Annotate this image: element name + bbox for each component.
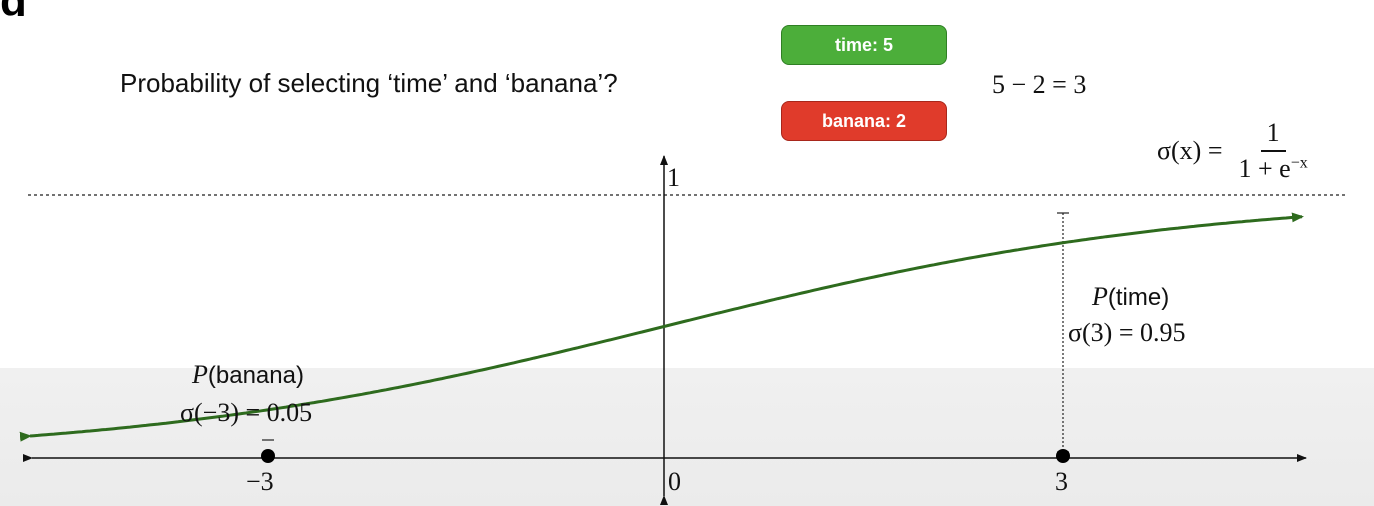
sigmoid-numerator: 1 bbox=[1260, 118, 1286, 152]
sigmoid-fraction: 1 1 + e−x bbox=[1233, 118, 1314, 184]
time-logit-pill: time: 5 bbox=[781, 25, 947, 65]
sigmoid-denominator: 1 + e−x bbox=[1233, 152, 1314, 184]
x-tick-0: 0 bbox=[668, 467, 681, 496]
x-tick-minus-3: −3 bbox=[246, 467, 274, 496]
point-plus-3 bbox=[1056, 449, 1070, 463]
banana-probability-value: σ(−3) = 0.05 bbox=[180, 398, 313, 427]
time-probability-label: P(time) bbox=[1092, 282, 1170, 311]
banana-probability-label: P(banana) bbox=[192, 360, 304, 389]
point-minus-3 bbox=[261, 449, 275, 463]
sigmoid-exponent: −x bbox=[1290, 154, 1308, 172]
x-tick-3: 3 bbox=[1055, 467, 1068, 496]
y-axis-label-one: 1 bbox=[667, 163, 680, 192]
sigmoid-formula-lhs: σ(x) = bbox=[1157, 136, 1223, 165]
question-text: Probability of selecting ‘time’ and ‘ban… bbox=[120, 68, 618, 98]
time-probability-value: σ(3) = 0.95 bbox=[1068, 318, 1186, 347]
banana-logit-pill: banana: 2 bbox=[781, 101, 947, 141]
sigmoid-denominator-base: 1 + e bbox=[1238, 154, 1291, 183]
sigmoid-curve bbox=[19, 212, 1304, 442]
slide-title-fragment: g bbox=[0, 0, 40, 16]
difference-equation: 5 − 2 = 3 bbox=[992, 70, 1087, 99]
sigmoid-formula: σ(x) = 1 1 + e−x bbox=[1157, 118, 1314, 184]
